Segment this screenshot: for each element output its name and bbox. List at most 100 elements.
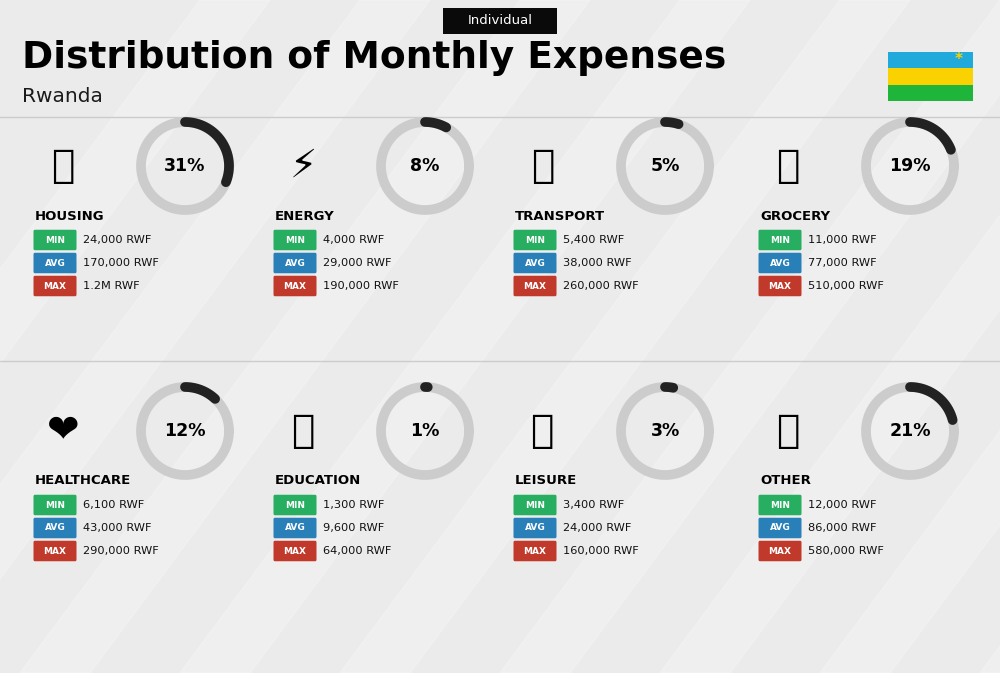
Text: AVG: AVG [525, 258, 545, 267]
Text: MIN: MIN [285, 501, 305, 509]
Text: 3,400 RWF: 3,400 RWF [563, 500, 624, 510]
Text: HEALTHCARE: HEALTHCARE [35, 474, 131, 487]
Polygon shape [980, 0, 1000, 673]
Bar [888, 52, 973, 68]
Text: 160,000 RWF: 160,000 RWF [563, 546, 639, 556]
Text: AVG: AVG [285, 524, 305, 532]
Text: MAX: MAX [524, 281, 546, 291]
Text: *: * [955, 52, 963, 67]
Polygon shape [820, 0, 1000, 673]
Text: 1%: 1% [410, 422, 440, 440]
Text: 💰: 💰 [776, 412, 800, 450]
Text: MIN: MIN [525, 236, 545, 244]
Text: ENERGY: ENERGY [275, 209, 335, 223]
FancyBboxPatch shape [274, 253, 316, 273]
Text: MIN: MIN [770, 236, 790, 244]
Text: MIN: MIN [285, 236, 305, 244]
Text: 1,300 RWF: 1,300 RWF [323, 500, 384, 510]
Polygon shape [0, 0, 270, 673]
Text: MIN: MIN [45, 236, 65, 244]
FancyBboxPatch shape [442, 8, 557, 34]
Text: MAX: MAX [768, 546, 792, 555]
Polygon shape [0, 0, 430, 673]
FancyBboxPatch shape [274, 495, 316, 516]
Text: GROCERY: GROCERY [760, 209, 830, 223]
Text: 🛍️: 🛍️ [531, 412, 555, 450]
Text: 21%: 21% [889, 422, 931, 440]
Text: 24,000 RWF: 24,000 RWF [83, 235, 151, 245]
Text: Distribution of Monthly Expenses: Distribution of Monthly Expenses [22, 40, 726, 76]
Text: ⚡: ⚡ [289, 147, 317, 185]
FancyBboxPatch shape [759, 540, 802, 561]
Text: 3%: 3% [650, 422, 680, 440]
Text: 6,100 RWF: 6,100 RWF [83, 500, 144, 510]
Text: TRANSPORT: TRANSPORT [515, 209, 605, 223]
Text: AVG: AVG [525, 524, 545, 532]
Text: 260,000 RWF: 260,000 RWF [563, 281, 639, 291]
FancyBboxPatch shape [759, 229, 802, 250]
FancyBboxPatch shape [34, 276, 77, 296]
Text: 🚌: 🚌 [531, 147, 555, 185]
Text: 24,000 RWF: 24,000 RWF [563, 523, 631, 533]
Text: 580,000 RWF: 580,000 RWF [808, 546, 884, 556]
FancyBboxPatch shape [759, 518, 802, 538]
Text: MAX: MAX [284, 281, 306, 291]
FancyBboxPatch shape [274, 229, 316, 250]
Text: MAX: MAX [44, 546, 66, 555]
Text: EDUCATION: EDUCATION [275, 474, 361, 487]
FancyBboxPatch shape [34, 495, 77, 516]
FancyBboxPatch shape [34, 253, 77, 273]
Text: 4,000 RWF: 4,000 RWF [323, 235, 384, 245]
FancyBboxPatch shape [34, 518, 77, 538]
Text: 64,000 RWF: 64,000 RWF [323, 546, 391, 556]
Text: 38,000 RWF: 38,000 RWF [563, 258, 632, 268]
Text: 5%: 5% [650, 157, 680, 175]
FancyBboxPatch shape [514, 518, 556, 538]
Text: Rwanda: Rwanda [22, 87, 103, 106]
FancyBboxPatch shape [759, 276, 802, 296]
FancyBboxPatch shape [514, 495, 556, 516]
Text: 29,000 RWF: 29,000 RWF [323, 258, 392, 268]
Text: 190,000 RWF: 190,000 RWF [323, 281, 399, 291]
Text: 290,000 RWF: 290,000 RWF [83, 546, 159, 556]
Polygon shape [660, 0, 1000, 673]
Text: MAX: MAX [768, 281, 792, 291]
Text: AVG: AVG [45, 258, 65, 267]
Text: 12%: 12% [164, 422, 206, 440]
Text: MIN: MIN [45, 501, 65, 509]
Text: MAX: MAX [284, 546, 306, 555]
FancyBboxPatch shape [759, 495, 802, 516]
Text: 9,600 RWF: 9,600 RWF [323, 523, 384, 533]
Polygon shape [500, 0, 1000, 673]
Bar [888, 68, 973, 85]
FancyBboxPatch shape [34, 540, 77, 561]
Text: AVG: AVG [770, 524, 790, 532]
Text: MAX: MAX [524, 546, 546, 555]
Text: 86,000 RWF: 86,000 RWF [808, 523, 876, 533]
Text: HOUSING: HOUSING [35, 209, 105, 223]
FancyBboxPatch shape [34, 229, 77, 250]
FancyBboxPatch shape [274, 276, 316, 296]
FancyBboxPatch shape [759, 253, 802, 273]
Polygon shape [340, 0, 910, 673]
Polygon shape [180, 0, 750, 673]
Text: MAX: MAX [44, 281, 66, 291]
Polygon shape [20, 0, 590, 673]
Text: 8%: 8% [410, 157, 440, 175]
Text: MIN: MIN [770, 501, 790, 509]
Text: AVG: AVG [285, 258, 305, 267]
Text: 510,000 RWF: 510,000 RWF [808, 281, 884, 291]
Text: OTHER: OTHER [760, 474, 811, 487]
Text: 🎓: 🎓 [291, 412, 315, 450]
Text: 🛒: 🛒 [776, 147, 800, 185]
FancyBboxPatch shape [514, 540, 556, 561]
Text: 43,000 RWF: 43,000 RWF [83, 523, 152, 533]
Text: 77,000 RWF: 77,000 RWF [808, 258, 877, 268]
Text: 🏢: 🏢 [51, 147, 75, 185]
FancyBboxPatch shape [514, 276, 556, 296]
Text: 5,400 RWF: 5,400 RWF [563, 235, 624, 245]
Text: 1.2M RWF: 1.2M RWF [83, 281, 140, 291]
Text: Individual: Individual [468, 15, 532, 28]
Text: 170,000 RWF: 170,000 RWF [83, 258, 159, 268]
Text: 11,000 RWF: 11,000 RWF [808, 235, 877, 245]
